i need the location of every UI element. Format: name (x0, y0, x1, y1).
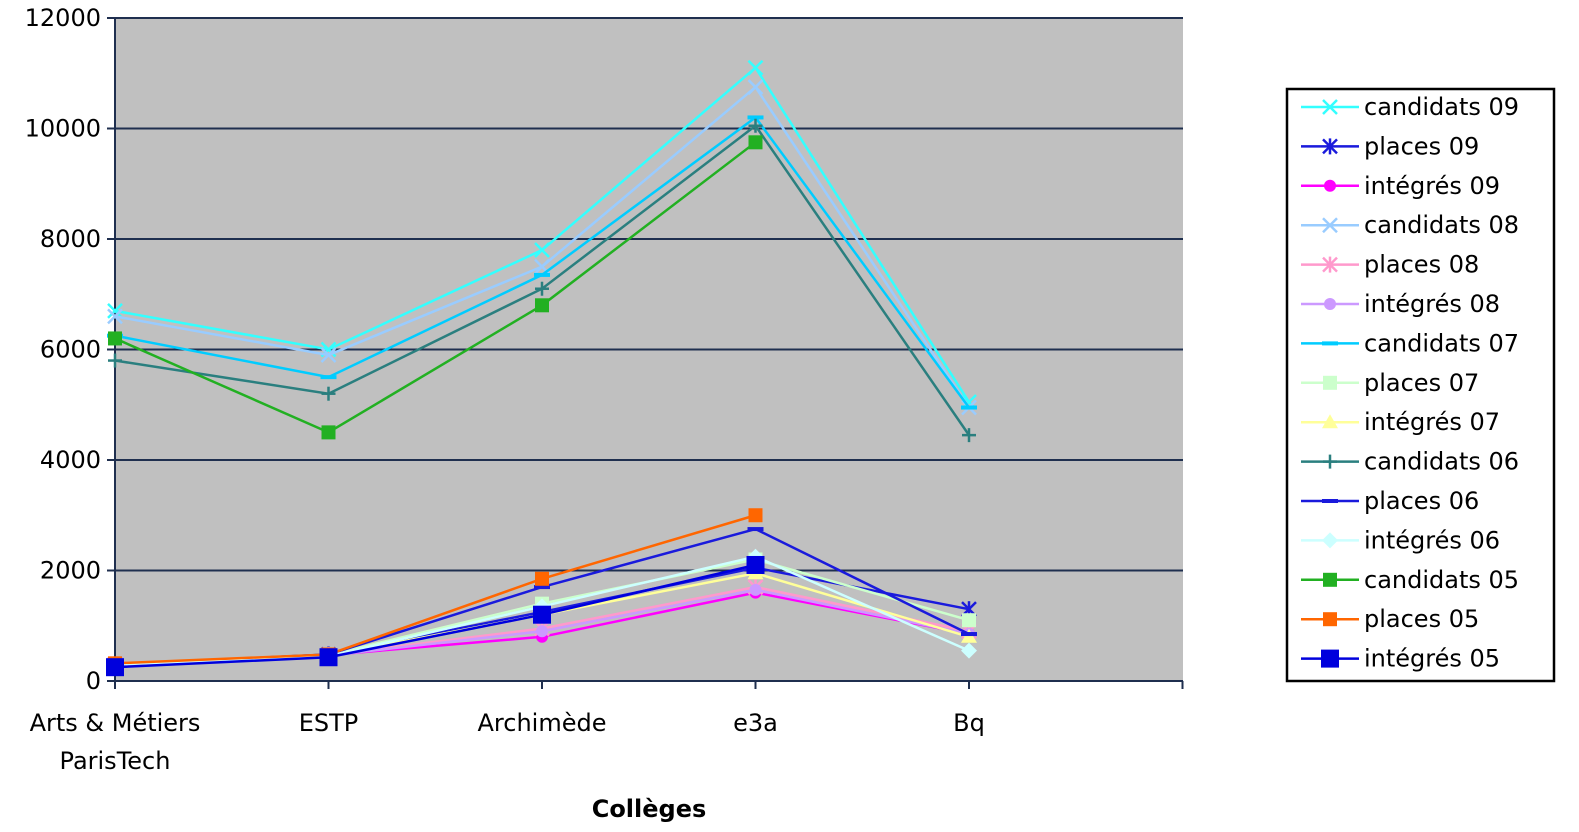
series-line (114, 514, 756, 665)
x-tick-label: ParisTech (60, 747, 171, 775)
legend-label: candidats 07 (1364, 329, 1519, 357)
legend-item: places 07 (1301, 369, 1479, 397)
data-point (1322, 414, 1338, 429)
data-point (534, 585, 550, 590)
y-tick-label: 12000 (25, 4, 101, 32)
legend-item: intégrés 05 (1301, 645, 1500, 673)
series-candidats-08 (107, 79, 977, 416)
legend-item: candidats 05 (1301, 566, 1519, 594)
data-point (108, 331, 122, 346)
data-point (747, 115, 764, 120)
data-point (962, 613, 976, 628)
x-tick-label: e3a (733, 709, 778, 737)
series-intégrés-05 (106, 555, 765, 677)
series-candidats-06 (108, 118, 976, 443)
data-point (535, 298, 549, 313)
data-point (1324, 179, 1336, 192)
x-tick-label: Arts & Métiers (30, 709, 201, 737)
legend-label: candidats 09 (1364, 93, 1519, 121)
data-point (107, 302, 123, 319)
legend-item: intégrés 09 (1301, 172, 1500, 200)
y-tick-label: 2000 (40, 557, 101, 585)
data-point (747, 527, 764, 532)
legend-item: intégrés 08 (1301, 290, 1500, 318)
data-point (534, 242, 550, 258)
y-axis-ticks: 0 2000 4000 6000 8000 10000 12000 (25, 4, 115, 695)
data-point (107, 308, 123, 325)
data-point (319, 648, 338, 667)
legend-item: intégrés 07 (1301, 408, 1500, 436)
data-point (1322, 341, 1338, 346)
legend-label: intégrés 05 (1364, 645, 1500, 673)
legend-label: places 07 (1364, 369, 1479, 397)
data-point (535, 571, 549, 586)
legend-item: candidats 08 (1301, 211, 1519, 239)
data-point (961, 642, 977, 659)
y-tick-label: 0 (86, 667, 101, 695)
data-point (1322, 499, 1338, 503)
legend-label: places 06 (1364, 487, 1479, 515)
data-point (534, 272, 550, 277)
data-point (961, 405, 977, 410)
y-tick-label: 8000 (40, 225, 101, 253)
data-point (320, 375, 337, 380)
legend-item: places 05 (1301, 605, 1479, 633)
data-point (1324, 298, 1336, 310)
legend-item: candidats 06 (1301, 448, 1519, 476)
data-point (1322, 99, 1338, 115)
legend-label: candidats 05 (1364, 566, 1519, 594)
series-candidats-05 (108, 135, 763, 440)
data-point (1322, 532, 1338, 549)
y-tick-label: 4000 (40, 446, 101, 474)
data-point (534, 258, 550, 275)
data-point (961, 632, 977, 637)
data-point (747, 79, 764, 95)
data-point (748, 135, 763, 150)
data-point (1323, 375, 1337, 390)
data-point (749, 583, 762, 596)
data-point (747, 59, 764, 76)
data-point (106, 658, 124, 677)
y-tick-label: 10000 (25, 115, 101, 143)
series-group (106, 59, 977, 677)
legend-label: intégrés 06 (1364, 526, 1500, 554)
data-point (320, 347, 337, 363)
legend-label: candidats 06 (1364, 448, 1519, 476)
x-axis-label: Collèges (592, 795, 707, 823)
legend-item: intégrés 06 (1301, 526, 1500, 554)
x-axis-ticks: Arts & Métiers ParisTech ESTP Archimède e3a B… (30, 681, 1184, 775)
legend-label: intégrés 08 (1364, 290, 1500, 318)
legend-label: places 08 (1364, 251, 1479, 279)
legend-item: places 06 (1301, 487, 1479, 515)
data-point (1322, 217, 1338, 234)
series-candidats-09 (107, 59, 977, 410)
legend-item: candidats 09 (1301, 93, 1519, 121)
legend-item: places 08 (1301, 251, 1479, 279)
legend-item: candidats 07 (1301, 329, 1519, 357)
legend-item: places 09 (1301, 132, 1479, 160)
legend-label: candidats 08 (1364, 211, 1519, 239)
x-tick-label: Bq (953, 709, 985, 737)
data-point (1323, 572, 1337, 587)
y-tick-label: 6000 (40, 336, 101, 364)
legend-label: places 05 (1364, 605, 1479, 633)
x-tick-label: ESTP (299, 709, 359, 737)
data-point (748, 508, 763, 523)
data-point (1321, 649, 1339, 668)
data-point (1323, 612, 1337, 627)
data-point (321, 425, 336, 440)
legend-label: intégrés 09 (1364, 172, 1500, 200)
legend-label: places 09 (1364, 132, 1479, 160)
x-tick-label: Archimède (478, 709, 607, 737)
data-point (746, 555, 765, 574)
data-point (536, 625, 548, 638)
data-point (533, 605, 551, 624)
series-line (114, 141, 757, 434)
legend-label: intégrés 07 (1364, 408, 1500, 436)
series-line (114, 563, 756, 669)
legend: candidats 09 places 09 intégrés 09 candidat… (1285, 87, 1556, 683)
